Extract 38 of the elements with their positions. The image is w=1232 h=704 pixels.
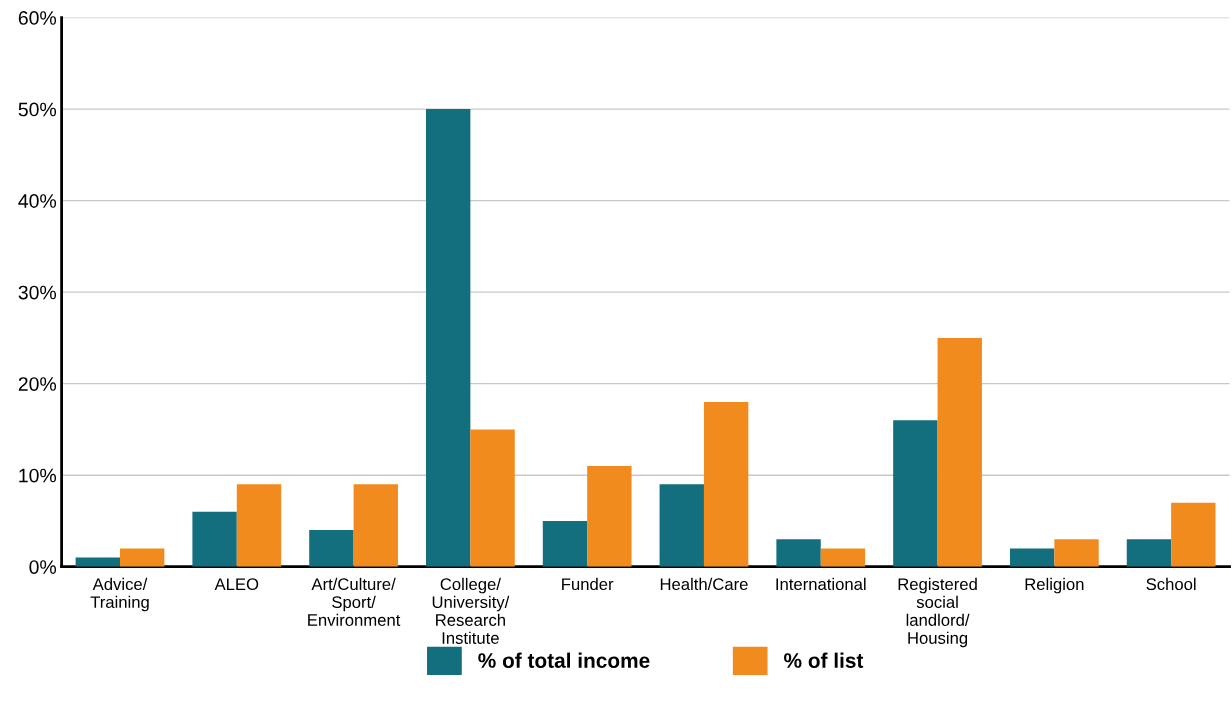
bar <box>776 539 821 567</box>
bar <box>353 484 398 567</box>
x-tick-label: School <box>1146 577 1196 591</box>
y-tick-label: 10% <box>19 468 57 483</box>
bar <box>937 337 982 567</box>
x-tick-label: International <box>776 577 866 591</box>
y-tick-label: 0% <box>29 560 57 574</box>
bar <box>309 530 354 567</box>
x-tick-label: Health/Care <box>660 577 748 591</box>
x-tick-label: ALEO <box>214 578 259 591</box>
x-tick-label: Religion <box>1025 577 1084 594</box>
x-tick-label: Registered social landlord/ Housing <box>898 577 977 648</box>
bar <box>1009 548 1055 567</box>
y-tick-label: 60% <box>18 11 57 25</box>
bar <box>1171 502 1216 567</box>
y-tick-label: 20% <box>18 377 57 391</box>
y-tick-label: 30% <box>18 285 57 300</box>
bar <box>703 401 749 567</box>
x-tick-label: College/ University/ Research Institute <box>432 577 510 644</box>
y-tick-label: 40% <box>18 194 57 208</box>
legend-label: % of total income <box>478 652 650 668</box>
bar <box>192 511 237 567</box>
y-tick-label: 50% <box>18 102 57 117</box>
bar <box>236 484 282 567</box>
bar <box>120 548 165 567</box>
bar <box>470 429 515 567</box>
legend-label: % of list <box>784 652 864 668</box>
bar <box>587 466 632 567</box>
bar <box>1126 539 1172 567</box>
bar <box>426 109 471 567</box>
x-tick-label: Advice/ Training <box>90 577 149 612</box>
bar <box>659 484 704 567</box>
x-tick-label: Art/Culture/ Sport/ Environment <box>308 577 401 626</box>
bar <box>820 548 866 567</box>
bar <box>542 520 588 567</box>
bar <box>1054 539 1099 567</box>
bar <box>893 420 938 567</box>
x-tick-label: Funder <box>562 577 614 591</box>
